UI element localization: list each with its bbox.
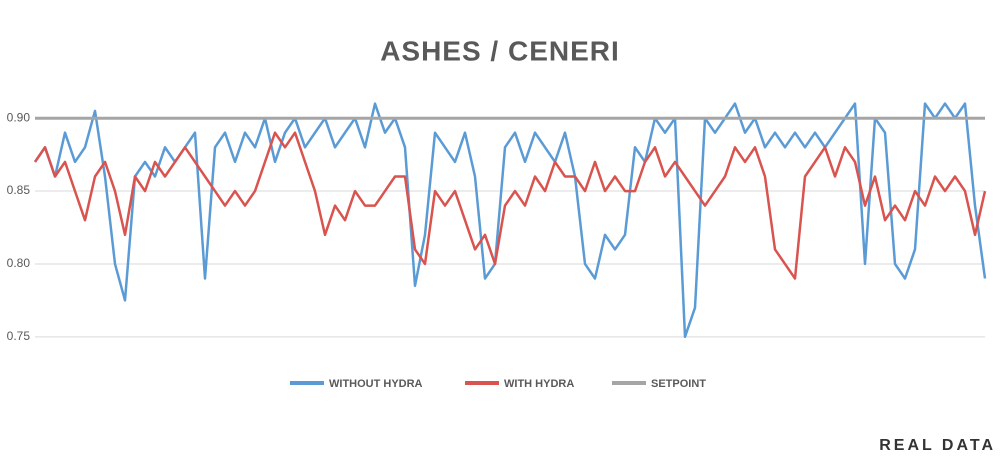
- y-tick-label: 0.80: [7, 256, 31, 270]
- legend-label: WITHOUT HYDRA: [329, 378, 423, 390]
- legend-label: WITH HYDRA: [504, 378, 574, 390]
- data-line: [33, 131, 987, 280]
- legend-label: SETPOINT: [651, 378, 706, 390]
- y-tick-label: 0.85: [7, 183, 31, 197]
- data-line: [33, 102, 987, 339]
- y-tick-label: 0.90: [7, 110, 31, 124]
- chart-title: ASHES / CENERI: [380, 35, 620, 66]
- footer-note: REAL DATA: [879, 437, 996, 454]
- y-tick-label: 0.75: [7, 329, 31, 343]
